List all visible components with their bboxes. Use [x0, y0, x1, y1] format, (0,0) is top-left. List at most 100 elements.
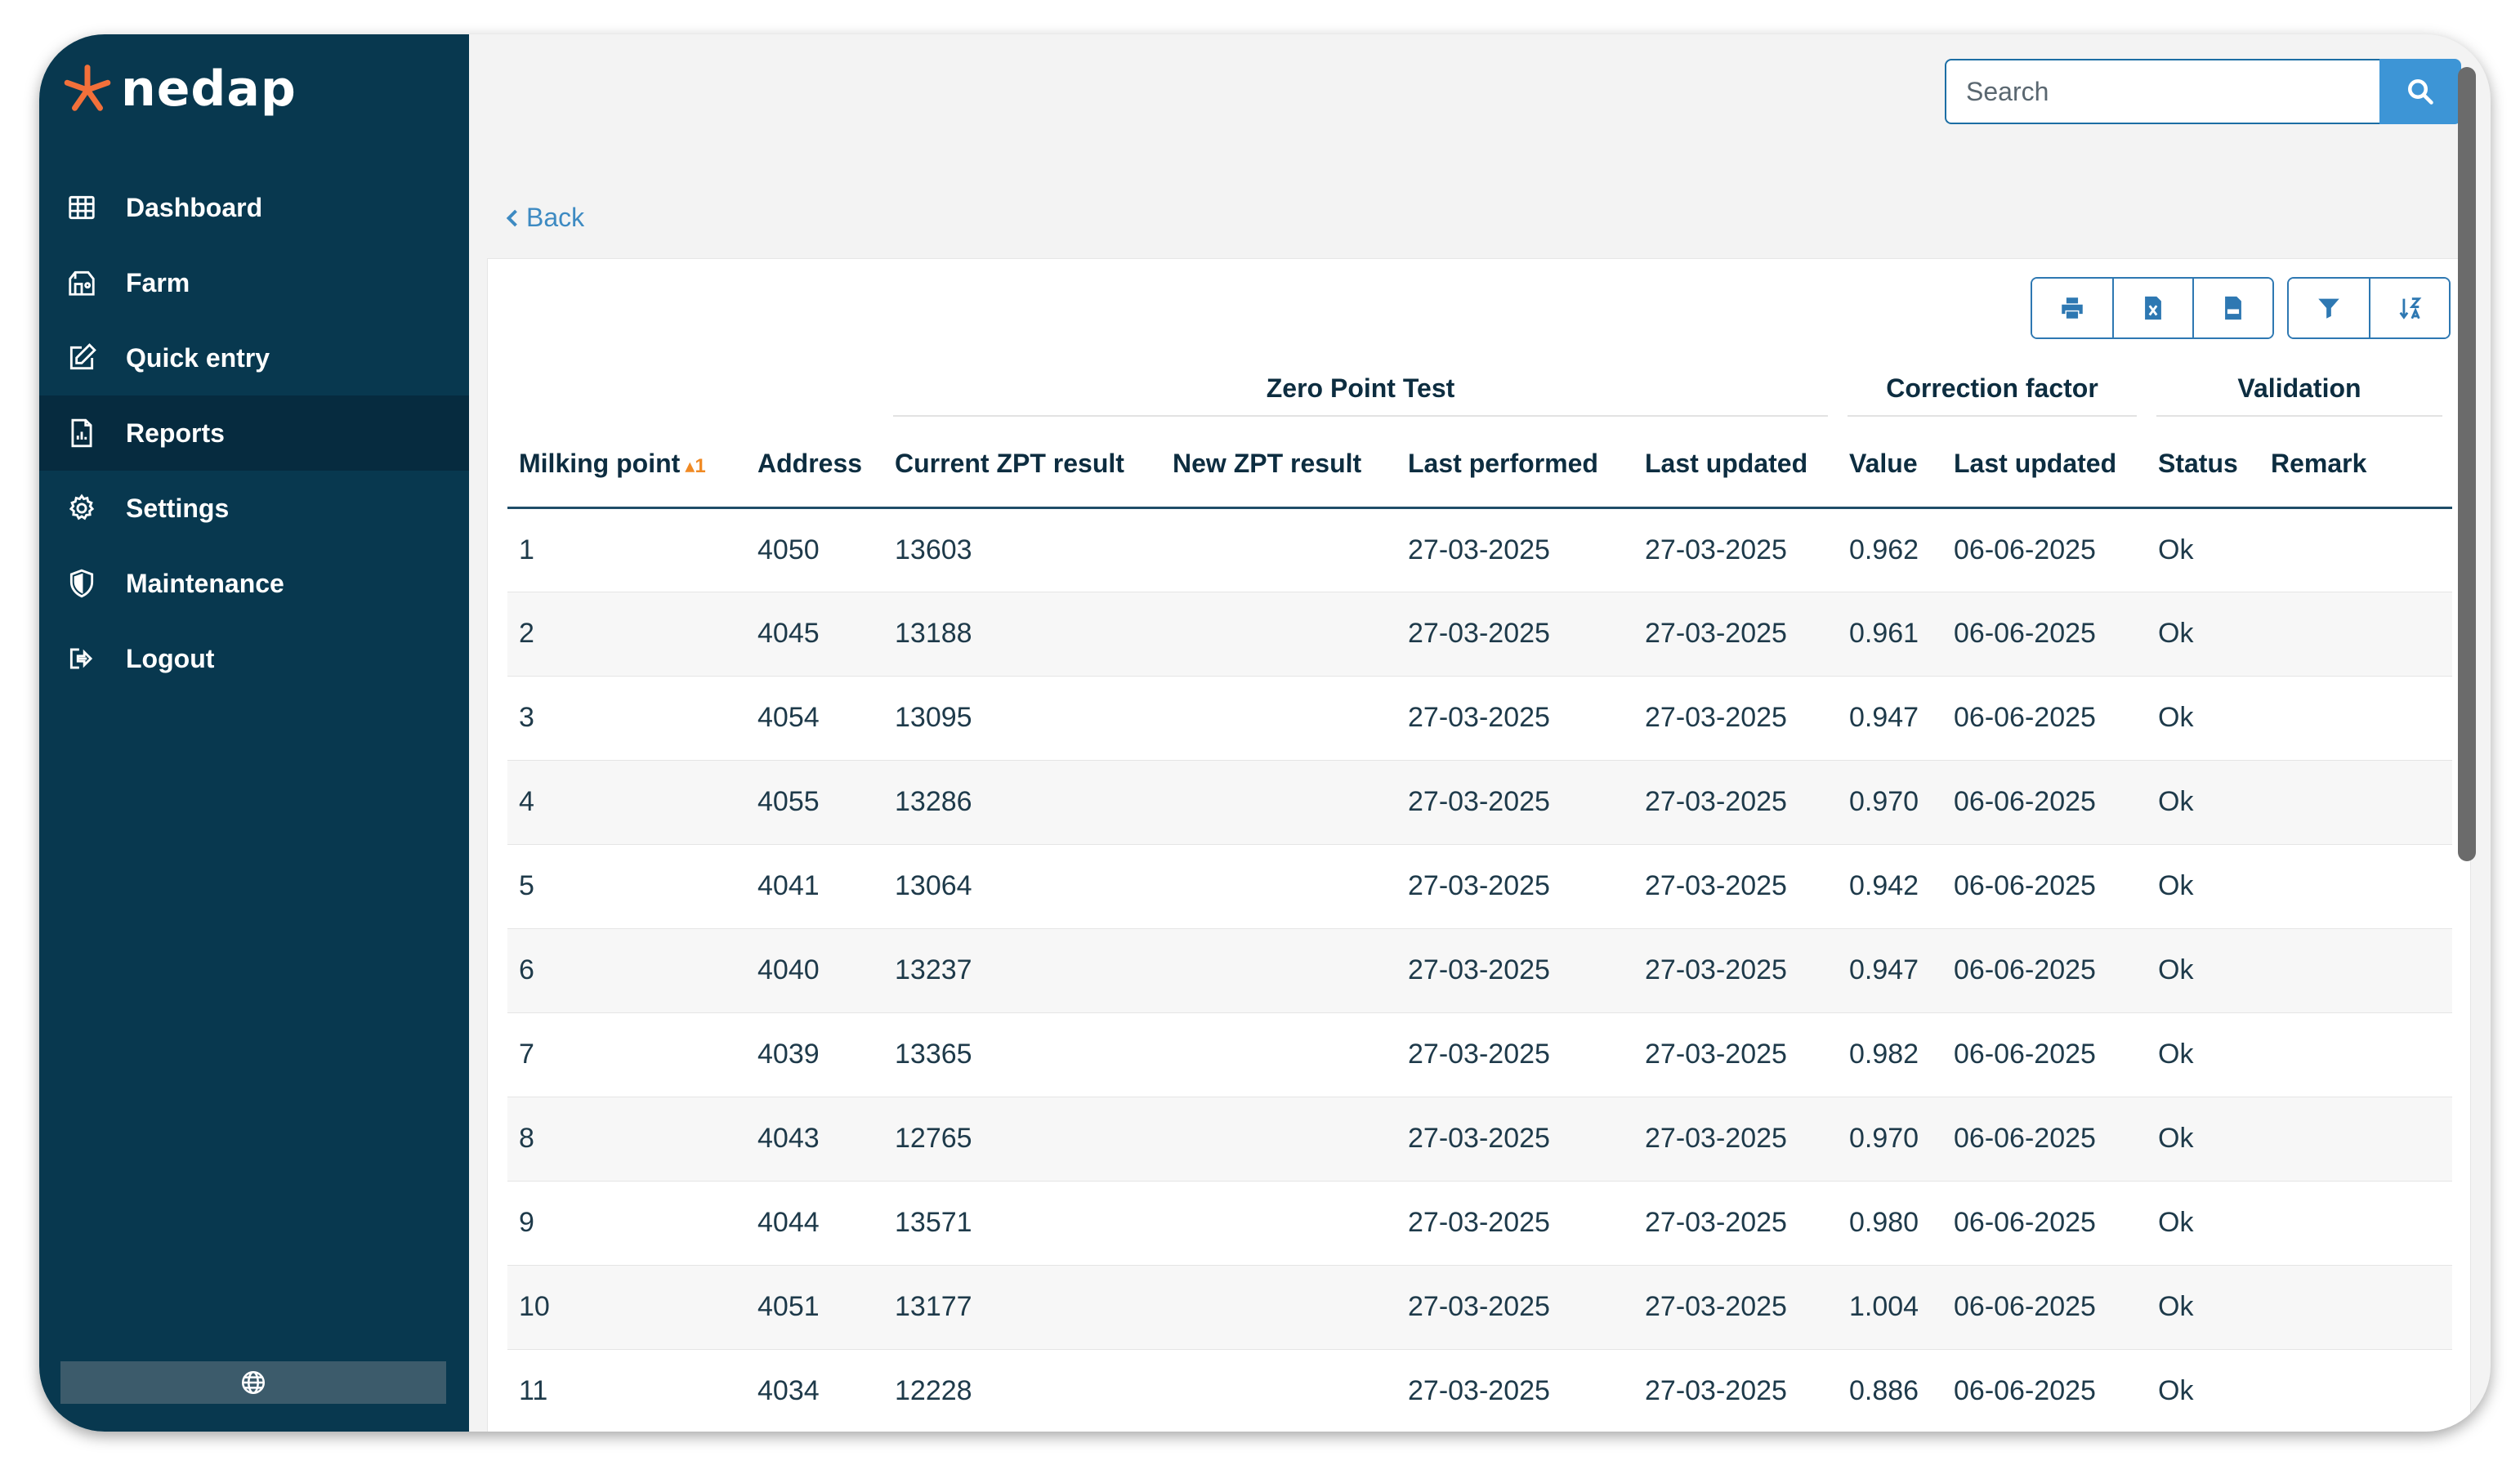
- cell-current-zpt: 13177: [883, 1265, 1161, 1350]
- cell-milking-point: 4: [507, 760, 746, 845]
- globe-icon: [241, 1370, 266, 1395]
- cell-milking-point: 2: [507, 592, 746, 677]
- sidebar-item-dashboard[interactable]: Dashboard: [39, 170, 469, 245]
- cell-status: Ok: [2147, 1097, 2259, 1182]
- cell-last-performed: 27-03-2025: [1396, 844, 1633, 929]
- cell-value: 0.962: [1838, 507, 1942, 592]
- sidebar-item-quick-entry[interactable]: Quick entry: [39, 320, 469, 395]
- table-group-header: Zero Point Test Correction factor Valida…: [507, 369, 2452, 421]
- cell-address: 4034: [746, 1349, 883, 1432]
- cell-new-zpt: [1161, 928, 1396, 1013]
- report-icon: [65, 417, 98, 449]
- table-row[interactable]: 6 4040 13237 27-03-2025 27-03-2025 0.947 06-06…: [507, 928, 2452, 1013]
- cell-last-performed: 27-03-2025: [1396, 676, 1633, 761]
- col-value[interactable]: Value: [1838, 421, 1942, 509]
- cell-new-zpt: [1161, 1097, 1396, 1182]
- table-row[interactable]: 7 4039 13365 27-03-2025 27-03-2025 0.982 06-06…: [507, 1012, 2452, 1097]
- table-body: 1 4050 13603 27-03-2025 27-03-2025 0.962 06-06…: [507, 507, 2452, 1432]
- cell-milking-point: 8: [507, 1097, 746, 1182]
- sidebar-item-label: Quick entry: [126, 342, 270, 373]
- export-excel-button[interactable]: [2112, 279, 2192, 337]
- edit-icon: [65, 342, 98, 374]
- table-row[interactable]: 10 4051 13177 27-03-2025 27-03-2025 1.004 06-0…: [507, 1265, 2452, 1350]
- col-new-zpt[interactable]: New ZPT result: [1161, 421, 1396, 509]
- col-address[interactable]: Address: [746, 421, 883, 509]
- cell-last-performed: 27-03-2025: [1396, 507, 1633, 592]
- grid-icon: [65, 191, 98, 224]
- logout-icon: [65, 642, 98, 675]
- brand-name: nedap: [121, 60, 297, 118]
- cell-cf-last-updated: 06-06-2025: [1942, 844, 2147, 929]
- col-remark[interactable]: Remark: [2259, 421, 2452, 509]
- cell-last-updated: 27-03-2025: [1633, 760, 1838, 845]
- cell-status: Ok: [2147, 676, 2259, 761]
- cell-cf-last-updated: 06-06-2025: [1942, 1181, 2147, 1266]
- col-last-performed[interactable]: Last performed: [1396, 421, 1633, 509]
- table-row[interactable]: 1 4050 13603 27-03-2025 27-03-2025 0.962 06-06…: [507, 507, 2452, 592]
- cell-milking-point: 7: [507, 1012, 746, 1097]
- cell-last-performed: 27-03-2025: [1396, 928, 1633, 1013]
- sidebar-item-reports[interactable]: Reports: [39, 395, 469, 471]
- col-cf-last-updated[interactable]: Last updated: [1942, 421, 2147, 509]
- sidebar-item-label: Dashboard: [126, 192, 263, 222]
- group-correction-factor: Correction factor: [1838, 369, 2147, 421]
- search-bar: [1945, 59, 2461, 124]
- cell-cf-last-updated: 06-06-2025: [1942, 507, 2147, 592]
- back-link[interactable]: Back: [505, 203, 584, 233]
- cell-address: 4039: [746, 1012, 883, 1097]
- report-toolbar: [2017, 277, 2451, 339]
- sidebar-item-settings[interactable]: Settings: [39, 471, 469, 546]
- sort-button[interactable]: [2369, 279, 2449, 337]
- cell-remark: [2259, 1349, 2452, 1432]
- cell-status: Ok: [2147, 1349, 2259, 1432]
- language-button[interactable]: [60, 1361, 446, 1404]
- cell-cf-last-updated: 06-06-2025: [1942, 1012, 2147, 1097]
- cell-last-updated: 27-03-2025: [1633, 1265, 1838, 1350]
- table-row[interactable]: 9 4044 13571 27-03-2025 27-03-2025 0.980 06-06…: [507, 1181, 2452, 1266]
- cell-current-zpt: 13237: [883, 928, 1161, 1013]
- cell-value: 0.947: [1838, 676, 1942, 761]
- cell-current-zpt: 13365: [883, 1012, 1161, 1097]
- cell-milking-point: 3: [507, 676, 746, 761]
- table-row[interactable]: 3 4054 13095 27-03-2025 27-03-2025 0.947 06-06…: [507, 676, 2452, 761]
- export-csv-button[interactable]: [2192, 279, 2272, 337]
- cell-last-updated: 27-03-2025: [1633, 1181, 1838, 1266]
- table-row[interactable]: 2 4045 13188 27-03-2025 27-03-2025 0.961 06-06…: [507, 592, 2452, 677]
- cell-current-zpt: 12765: [883, 1097, 1161, 1182]
- scrollbar[interactable]: [2458, 67, 2476, 1407]
- cell-new-zpt: [1161, 507, 1396, 592]
- cell-cf-last-updated: 06-06-2025: [1942, 592, 2147, 677]
- table-row[interactable]: 4 4055 13286 27-03-2025 27-03-2025 0.970 06-06…: [507, 760, 2452, 845]
- back-label: Back: [526, 203, 585, 232]
- sidebar: nedap Dashboard Farm Quick entry: [39, 34, 469, 1432]
- col-current-zpt[interactable]: Current ZPT result: [883, 421, 1161, 509]
- cell-remark: [2259, 676, 2452, 761]
- logo[interactable]: nedap: [62, 60, 297, 118]
- table-row[interactable]: 5 4041 13064 27-03-2025 27-03-2025 0.942 06-06…: [507, 844, 2452, 929]
- table-row[interactable]: 11 4034 12228 27-03-2025 27-03-2025 0.886 06-0…: [507, 1349, 2452, 1432]
- filter-button[interactable]: [2289, 279, 2369, 337]
- sidebar-item-maintenance[interactable]: Maintenance: [39, 546, 469, 621]
- col-last-updated[interactable]: Last updated: [1633, 421, 1838, 509]
- cell-last-updated: 27-03-2025: [1633, 1012, 1838, 1097]
- cell-address: 4054: [746, 676, 883, 761]
- search-input[interactable]: [1945, 59, 2379, 124]
- cell-milking-point: 9: [507, 1181, 746, 1266]
- cell-milking-point: 10: [507, 1265, 746, 1350]
- cell-current-zpt: 13188: [883, 592, 1161, 677]
- cell-last-updated: 27-03-2025: [1633, 592, 1838, 677]
- cell-cf-last-updated: 06-06-2025: [1942, 1265, 2147, 1350]
- nedap-star-icon: [64, 65, 111, 111]
- sidebar-item-logout[interactable]: Logout: [39, 621, 469, 696]
- col-status[interactable]: Status: [2147, 421, 2259, 509]
- cell-last-performed: 27-03-2025: [1396, 1265, 1633, 1350]
- sort-icon: [2399, 297, 2422, 319]
- cell-status: Ok: [2147, 1012, 2259, 1097]
- search-button[interactable]: [2379, 59, 2461, 124]
- col-milking-point[interactable]: Milking point ▴1: [507, 421, 746, 509]
- view-button-group: [2287, 277, 2451, 339]
- print-button[interactable]: [2032, 279, 2112, 337]
- sidebar-item-farm[interactable]: Farm: [39, 245, 469, 320]
- table-row[interactable]: 8 4043 12765 27-03-2025 27-03-2025 0.970 06-06…: [507, 1097, 2452, 1182]
- scrollbar-thumb[interactable]: [2458, 67, 2476, 861]
